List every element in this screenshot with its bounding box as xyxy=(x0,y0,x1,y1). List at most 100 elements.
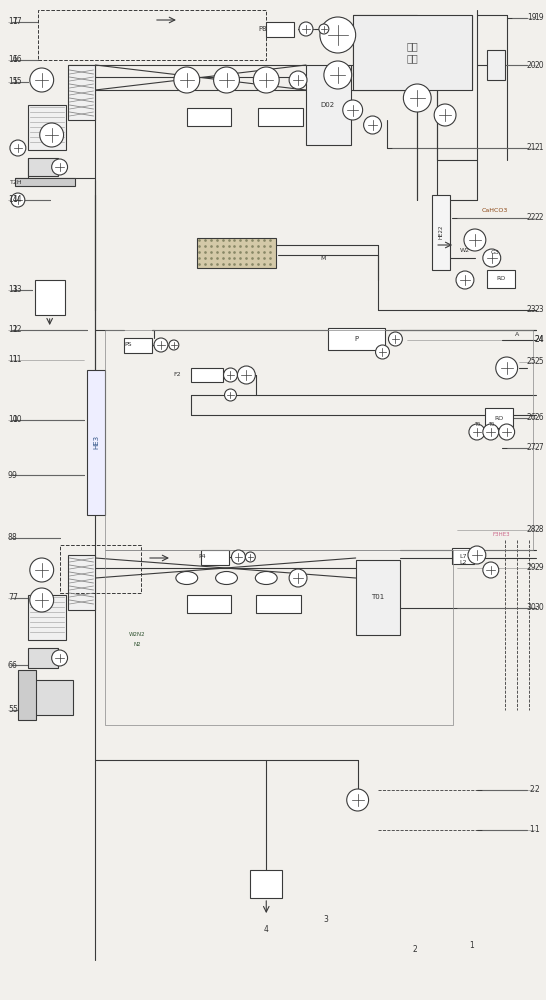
Circle shape xyxy=(498,424,515,440)
Bar xyxy=(452,548,474,564)
Circle shape xyxy=(347,789,369,811)
Bar xyxy=(251,870,282,898)
Circle shape xyxy=(376,345,389,359)
Circle shape xyxy=(30,68,54,92)
Bar xyxy=(35,280,64,315)
Text: 25: 25 xyxy=(527,358,536,366)
Text: 5: 5 xyxy=(8,706,13,714)
Text: 29: 29 xyxy=(527,564,536,572)
Circle shape xyxy=(232,550,245,564)
Circle shape xyxy=(299,22,313,36)
Circle shape xyxy=(456,271,474,289)
Text: 13: 13 xyxy=(12,286,21,294)
Text: 3: 3 xyxy=(323,916,328,924)
Text: F3HE3: F3HE3 xyxy=(493,532,511,538)
Bar xyxy=(28,158,58,176)
Bar xyxy=(28,595,66,640)
Bar xyxy=(60,545,141,593)
Bar xyxy=(28,648,58,668)
Text: 30: 30 xyxy=(527,603,536,612)
Circle shape xyxy=(245,552,256,562)
Bar xyxy=(201,550,229,565)
Circle shape xyxy=(289,569,307,587)
Text: HE3: HE3 xyxy=(93,435,99,449)
Text: 8: 8 xyxy=(12,534,17,542)
Circle shape xyxy=(223,368,238,382)
Bar xyxy=(355,560,400,635)
Circle shape xyxy=(469,424,485,440)
Text: 19: 19 xyxy=(527,13,536,22)
Circle shape xyxy=(324,61,352,89)
Text: 23: 23 xyxy=(535,306,544,314)
Text: 21: 21 xyxy=(535,143,544,152)
Bar xyxy=(328,328,385,350)
Text: 17: 17 xyxy=(8,17,17,26)
Bar xyxy=(187,108,232,126)
Circle shape xyxy=(289,71,307,89)
Bar xyxy=(432,195,450,270)
Bar xyxy=(105,330,532,550)
Text: 7: 7 xyxy=(8,593,13,602)
Circle shape xyxy=(468,546,486,564)
Text: 锅炉
烟气: 锅炉 烟气 xyxy=(406,41,418,63)
Text: T01: T01 xyxy=(371,594,384,600)
Text: 14: 14 xyxy=(12,196,21,205)
Text: 30: 30 xyxy=(535,603,544,612)
Text: P4: P4 xyxy=(199,554,206,560)
Text: 22: 22 xyxy=(535,214,544,223)
Text: 17: 17 xyxy=(12,17,21,26)
Text: L7: L7 xyxy=(459,554,467,558)
Text: 2: 2 xyxy=(529,786,534,794)
Text: RO: RO xyxy=(494,416,503,420)
Circle shape xyxy=(154,338,168,352)
Text: HE22: HE22 xyxy=(438,225,443,239)
Text: 12: 12 xyxy=(12,326,21,334)
Circle shape xyxy=(11,193,25,207)
Text: 2: 2 xyxy=(413,946,418,954)
Bar xyxy=(306,65,351,145)
Text: PS: PS xyxy=(124,342,132,348)
Text: 1: 1 xyxy=(535,826,539,834)
Ellipse shape xyxy=(256,572,277,584)
Text: CaHCO3: CaHCO3 xyxy=(482,208,508,213)
Text: RO: RO xyxy=(496,276,506,282)
Text: 25: 25 xyxy=(535,358,544,366)
Text: T0: T0 xyxy=(488,422,494,426)
Text: 16: 16 xyxy=(8,55,17,64)
Text: W2: W2 xyxy=(460,247,470,252)
Text: 16: 16 xyxy=(12,55,21,64)
Circle shape xyxy=(388,332,402,346)
Circle shape xyxy=(343,100,363,120)
Text: 11: 11 xyxy=(8,356,17,364)
Text: 27: 27 xyxy=(535,444,544,452)
Bar xyxy=(187,595,232,613)
Text: 26: 26 xyxy=(535,414,544,422)
Circle shape xyxy=(464,229,486,251)
Text: 7: 7 xyxy=(12,593,17,602)
Bar xyxy=(266,22,294,37)
Text: 15: 15 xyxy=(8,78,17,87)
Text: 11: 11 xyxy=(12,356,21,364)
Circle shape xyxy=(224,389,236,401)
Circle shape xyxy=(40,123,63,147)
Text: 15: 15 xyxy=(12,78,21,87)
Text: 9: 9 xyxy=(12,471,17,480)
Text: 8: 8 xyxy=(8,534,13,542)
Circle shape xyxy=(253,67,279,93)
Bar xyxy=(28,105,66,150)
Circle shape xyxy=(52,159,68,175)
Text: 14: 14 xyxy=(8,196,17,205)
Circle shape xyxy=(483,249,501,267)
Text: 20: 20 xyxy=(527,60,536,70)
Text: 6: 6 xyxy=(8,660,13,670)
Circle shape xyxy=(483,562,498,578)
Text: N2: N2 xyxy=(133,643,141,648)
Text: 22: 22 xyxy=(527,214,536,223)
Text: M: M xyxy=(320,255,325,260)
Text: 6: 6 xyxy=(12,660,17,670)
Text: 1: 1 xyxy=(529,826,534,834)
Bar xyxy=(124,338,152,353)
Text: 12: 12 xyxy=(8,326,17,334)
Circle shape xyxy=(10,140,26,156)
Text: L2: L2 xyxy=(459,560,467,564)
